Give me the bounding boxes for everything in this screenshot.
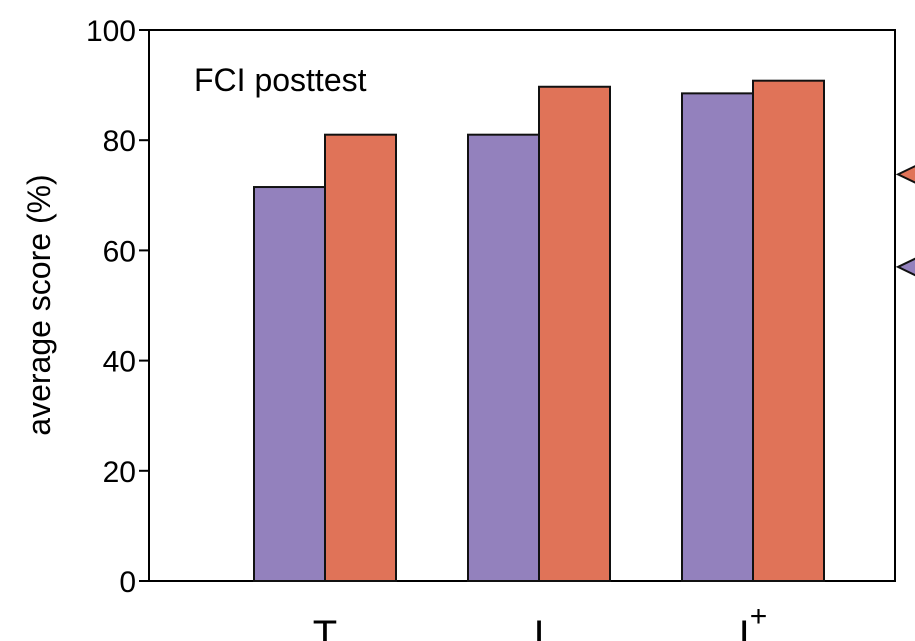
bar-series2-2 (538, 85, 611, 583)
chart-title: FCI posttest (194, 62, 367, 98)
side-marker-2 (895, 257, 915, 277)
bar-series2-3 (752, 79, 825, 583)
bar-series1-1 (253, 186, 326, 582)
bar-series2-1 (324, 133, 397, 582)
y-tick-label: 100 (86, 15, 136, 48)
y-tick-label: 60 (103, 235, 136, 268)
x-category-label: I+ (739, 600, 768, 641)
side-marker-1 (895, 165, 915, 184)
x-category-label: I (533, 613, 544, 641)
side-markers (895, 165, 915, 277)
x-axis-categories: T I I+ (313, 600, 768, 641)
bar-series1-3 (681, 92, 754, 583)
bars (253, 79, 825, 583)
y-tick-label: 20 (103, 456, 136, 489)
y-axis-label: average score (%) (21, 174, 57, 435)
y-axis-ticks: 0 20 40 60 80 100 (86, 15, 149, 599)
bar-series1-2 (467, 133, 540, 582)
y-tick-label: 40 (103, 346, 136, 379)
y-tick-label: 0 (119, 566, 136, 599)
y-tick-label: 80 (103, 125, 136, 158)
x-category-label: T (313, 613, 337, 641)
